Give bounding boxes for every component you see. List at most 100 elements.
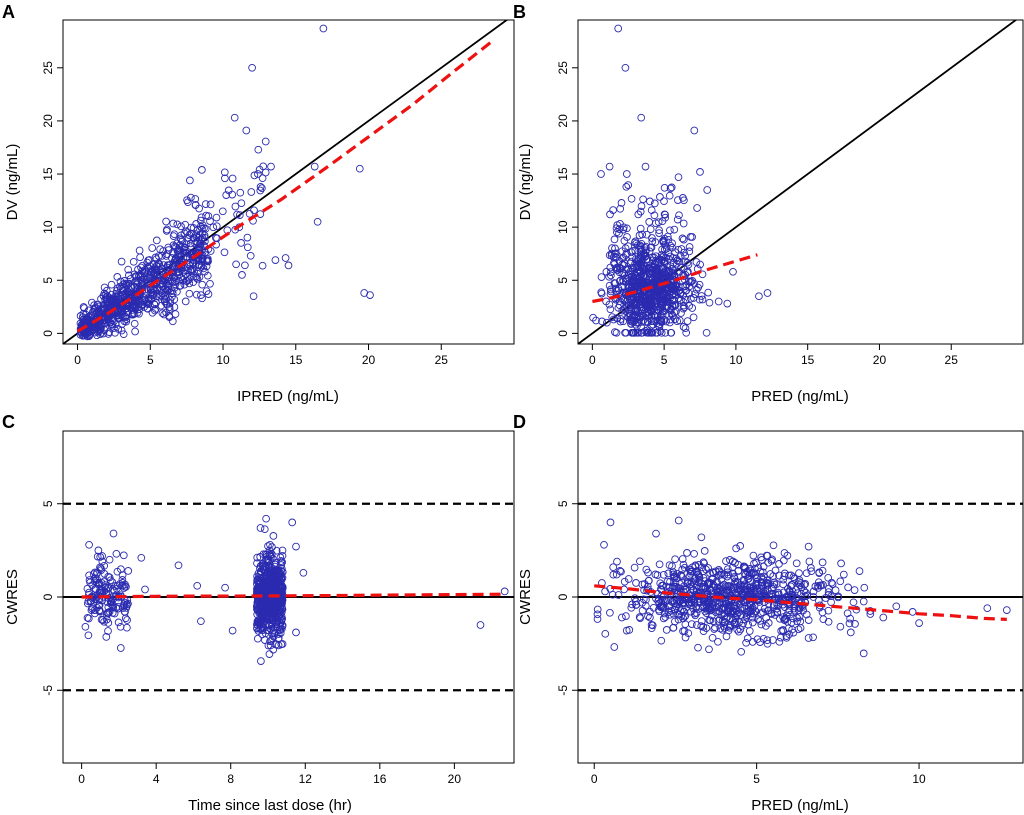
data-point (690, 549, 698, 558)
data-point (104, 619, 113, 627)
data-point (119, 330, 128, 339)
data-point (264, 542, 272, 550)
data-point (366, 291, 374, 299)
data-point (683, 258, 692, 267)
data-point (669, 568, 678, 576)
data-point (612, 570, 621, 579)
data-point (148, 308, 157, 317)
data-point (116, 644, 125, 652)
data-point (613, 557, 621, 566)
data-point (1002, 606, 1011, 614)
y-tick-label: 15 (556, 167, 570, 181)
data-point (767, 557, 776, 565)
data-point (796, 617, 805, 626)
data-points (589, 24, 772, 337)
data-point (181, 220, 190, 229)
data-point (843, 609, 852, 618)
data-point (804, 542, 813, 551)
data-point (143, 258, 152, 267)
data-point (220, 248, 229, 257)
data-point (476, 621, 485, 629)
data-point (660, 234, 669, 243)
data-point (140, 295, 149, 304)
data-point (689, 294, 698, 302)
data-point (729, 557, 737, 566)
data-point (735, 600, 744, 609)
data-point (674, 516, 683, 525)
data-point (206, 217, 214, 225)
data-point (836, 622, 845, 631)
data-point (158, 279, 167, 288)
data-point (114, 604, 122, 613)
data-point (748, 618, 757, 627)
plot-frame (577, 19, 1024, 345)
data-point (827, 598, 835, 607)
data-point (277, 607, 286, 616)
data-point (763, 639, 772, 648)
data-point (660, 316, 669, 324)
data-point (168, 317, 177, 326)
data-point (754, 563, 763, 572)
data-point (705, 645, 713, 654)
panel-d: D 0 5 10 -5 0 5 PRED (ng/mL) CWRES (513, 412, 1024, 814)
y-tick-label: 25 (556, 61, 570, 75)
data-point (775, 637, 784, 646)
data-point (790, 606, 799, 615)
data-point (164, 261, 173, 270)
x-tick-label: 5 (147, 353, 154, 367)
x-axis-title: IPRED (ng/mL) (237, 388, 339, 405)
data-point (184, 198, 192, 207)
data-point (850, 586, 859, 594)
data-point (892, 602, 901, 611)
data-point (637, 323, 645, 331)
data-point (116, 282, 124, 291)
data-point (668, 311, 677, 320)
data-point (152, 299, 160, 307)
data-point (108, 578, 117, 586)
data-point (734, 627, 743, 636)
data-point (614, 591, 623, 599)
data-point (667, 183, 676, 192)
data-point (679, 235, 688, 244)
data-point (665, 191, 674, 200)
data-point (116, 310, 125, 319)
x-tick-label: 15 (289, 353, 303, 367)
data-point (265, 621, 274, 630)
data-point (621, 63, 630, 72)
data-point (274, 615, 282, 624)
data-point (639, 316, 648, 325)
data-point (683, 317, 692, 325)
data-point (726, 621, 735, 629)
data-point (831, 586, 840, 595)
data-point (597, 273, 606, 281)
data-point (746, 566, 755, 575)
data-point (174, 246, 182, 255)
data-point (707, 599, 716, 608)
data-point (664, 569, 673, 578)
data-point (983, 604, 992, 613)
data-point (809, 633, 817, 642)
data-point (161, 297, 170, 306)
data-point (110, 297, 119, 306)
data-point (125, 271, 133, 280)
data-point (606, 263, 615, 272)
data-point (740, 580, 749, 589)
data-point (807, 564, 815, 572)
x-tick-label: 8 (227, 772, 234, 786)
data-point (267, 636, 275, 645)
data-point (274, 601, 283, 610)
data-point (221, 583, 229, 592)
data-point (174, 276, 183, 285)
data-point (730, 602, 738, 611)
data-point (137, 269, 146, 278)
data-point (662, 317, 670, 326)
data-point (673, 259, 681, 268)
data-point (764, 606, 773, 615)
data-point (276, 553, 285, 562)
data-point (264, 626, 273, 635)
data-point (735, 618, 743, 627)
data-point (669, 623, 678, 632)
data-point (744, 620, 753, 629)
data-point (747, 569, 756, 578)
data-point (644, 612, 652, 620)
